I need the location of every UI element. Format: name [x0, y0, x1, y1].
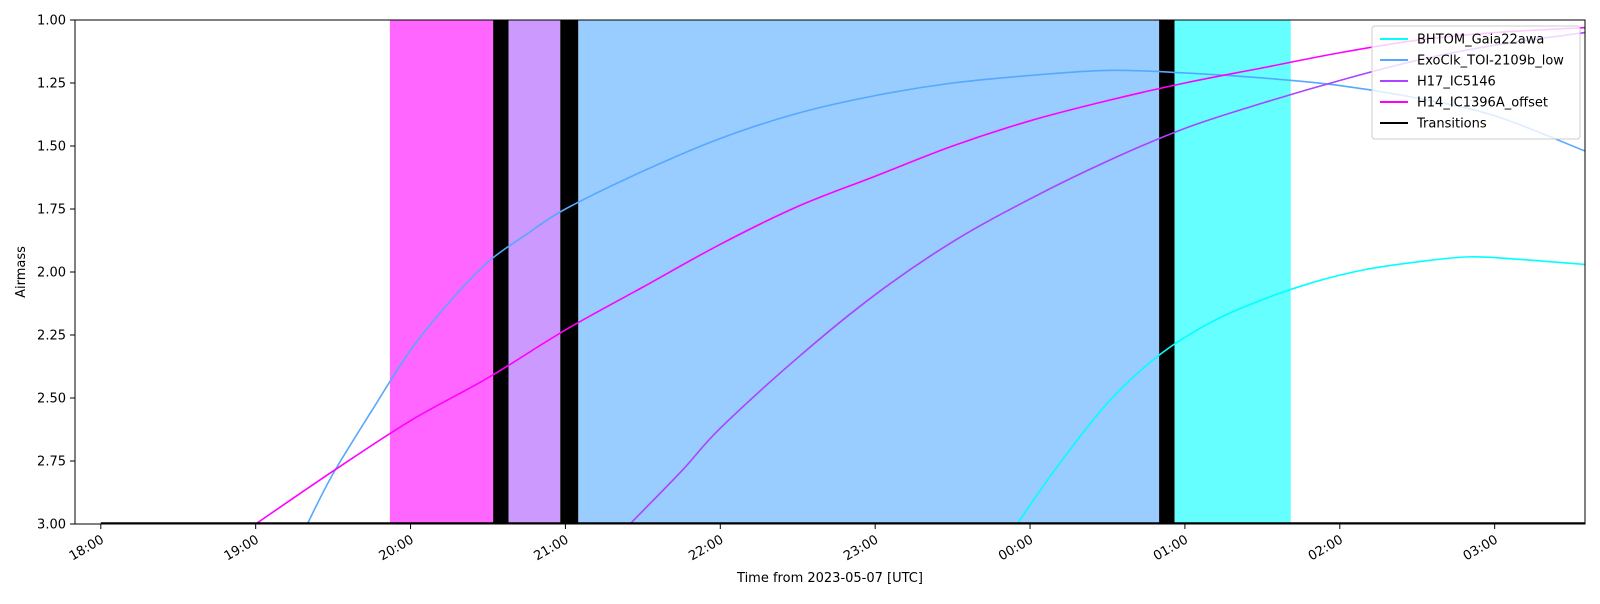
y-tick-label: 2.25 — [37, 329, 66, 344]
y-tick-label: 2.00 — [37, 266, 66, 281]
legend-label-exoclk-toi-2109b-low: ExoClk_TOI-2109b_low — [1417, 54, 1564, 69]
schedule-block-transitions — [493, 20, 509, 524]
y-tick-label: 3.00 — [37, 518, 66, 533]
legend-box — [1371, 25, 1581, 140]
series-line-bhtom-gaia22awa — [1016, 256, 1585, 524]
schedule-block-h14-ic1396a-offset — [389, 20, 494, 524]
legend-label-transitions: Transitions — [1416, 117, 1487, 132]
schedule-block-transitions — [560, 20, 579, 524]
legend-label-bhtom-gaia22awa: BHTOM_Gaia22awa — [1417, 33, 1544, 48]
y-tick-label: 1.00 — [37, 14, 66, 29]
schedule-blocks — [389, 20, 1291, 524]
legend-label-h17-ic5146: H17_IC5146 — [1417, 75, 1496, 90]
schedule-block-h17-ic5146 — [508, 20, 561, 524]
y-axis-label: Airmass — [14, 246, 29, 298]
legend-label-h14-ic1396a-offset: H14_IC1396A_offset — [1417, 96, 1548, 111]
schedule-block-transitions — [1159, 20, 1175, 524]
schedule-block-exoclk-toi-2109b-low — [578, 20, 1160, 524]
series-line-h14-ic1396a-offset — [255, 26, 1585, 524]
y-tick-label: 1.25 — [37, 77, 66, 92]
x-axis-label: Time from 2023-05-07 [UTC] — [736, 571, 923, 586]
y-tick-label: 2.75 — [37, 455, 66, 470]
legend: BHTOM_Gaia22awa ExoClk_TOI-2109b_low H17_I… — [1371, 25, 1581, 140]
y-tick-label: 2.50 — [37, 392, 66, 407]
y-tick-label: 1.50 — [37, 140, 66, 155]
y-tick-label: 1.75 — [37, 203, 66, 218]
schedule-block-bhtom-gaia22awa — [1174, 20, 1291, 524]
y-axis: 1.00 1.25 1.50 1.75 2.00 2.25 2.50 2.75 3.00 — [37, 14, 75, 533]
